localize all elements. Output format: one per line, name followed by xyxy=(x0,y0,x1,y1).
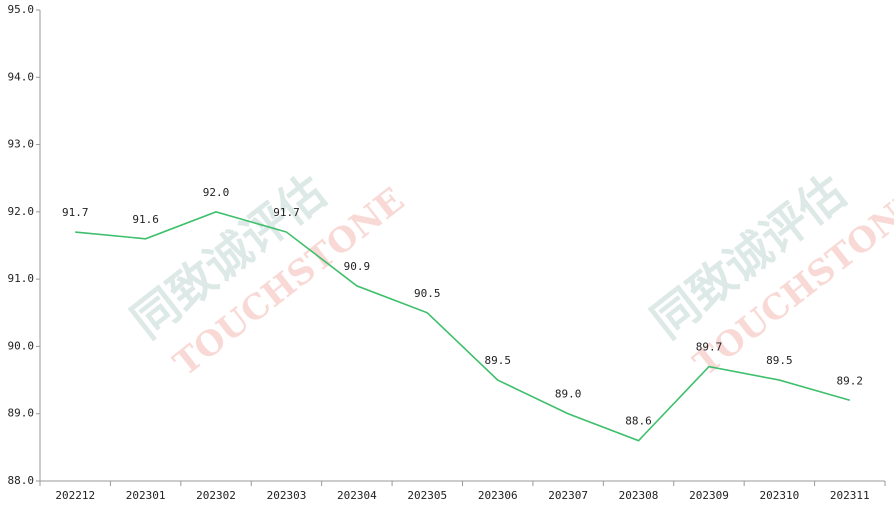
data-label: 91.7 xyxy=(273,206,300,219)
x-tick-label: 202310 xyxy=(760,489,800,502)
data-label: 91.7 xyxy=(62,206,89,219)
line xyxy=(75,211,851,442)
x-tick-label: 202303 xyxy=(267,489,307,502)
data-label: 89.2 xyxy=(837,374,864,387)
data-label: 89.0 xyxy=(555,388,582,401)
x-tick-label: 202307 xyxy=(548,489,588,502)
x-tick-label: 202311 xyxy=(830,489,870,502)
y-tick-label: 91.0 xyxy=(8,272,35,285)
x-tick-label: 202301 xyxy=(126,489,166,502)
data-label: 89.5 xyxy=(766,354,793,367)
data-label: 88.6 xyxy=(625,415,652,428)
y-tick-label: 89.0 xyxy=(8,407,35,420)
data-label: 90.9 xyxy=(344,260,371,273)
data-label: 91.6 xyxy=(132,213,159,226)
y-tick-label: 88.0 xyxy=(8,474,35,487)
x-tick-label: 202308 xyxy=(619,489,659,502)
x-tick-label: 202306 xyxy=(478,489,518,502)
y-tick-label: 95.0 xyxy=(8,3,35,16)
data-label: 89.7 xyxy=(696,341,723,354)
x-tick-label: 202212 xyxy=(55,489,95,502)
y-tick-label: 92.0 xyxy=(8,205,35,218)
y-tick-label: 93.0 xyxy=(8,138,35,151)
x-tick-label: 202304 xyxy=(337,489,377,502)
data-label: 92.0 xyxy=(203,186,230,199)
x-tick-label: 202309 xyxy=(689,489,729,502)
y-tick-label: 94.0 xyxy=(8,70,35,83)
data-label: 90.5 xyxy=(414,287,441,300)
data-label: 89.5 xyxy=(484,354,511,367)
y-tick-label: 90.0 xyxy=(8,339,35,352)
x-tick-label: 202305 xyxy=(407,489,447,502)
x-tick-label: 202302 xyxy=(196,489,236,502)
